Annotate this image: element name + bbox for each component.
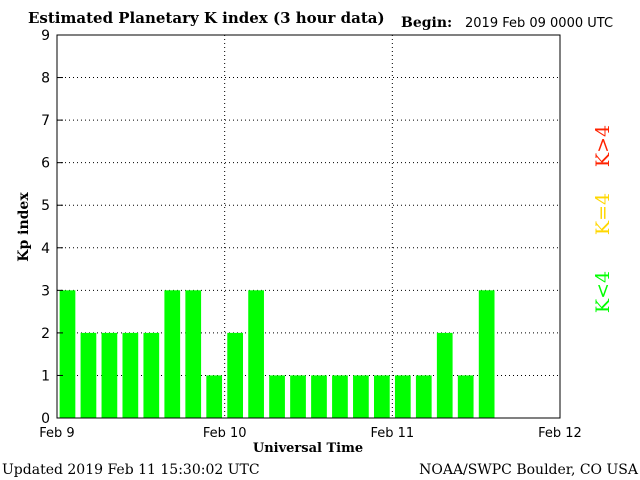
updated-timestamp: Updated 2019 Feb 11 15:30:02 UTC xyxy=(2,462,260,478)
begin-label: Begin: xyxy=(401,15,452,31)
data-source: NOAA/SWPC Boulder, CO USA xyxy=(419,462,639,478)
x-tick-label: Feb 12 xyxy=(538,426,582,441)
kp-bar xyxy=(59,290,76,418)
y-tick-label: 5 xyxy=(41,198,50,214)
bars xyxy=(59,290,495,418)
y-tick-label: 2 xyxy=(41,326,50,342)
x-tick-labels: Feb 9 Feb 10 Feb 11 Feb 12 xyxy=(39,426,582,441)
kp-bar xyxy=(353,375,369,418)
kp-bar xyxy=(373,375,390,418)
legend-k-equal-4: K=4 xyxy=(592,193,614,235)
kp-bar xyxy=(290,375,306,418)
x-tick-label: Feb 9 xyxy=(39,426,74,441)
kp-bar xyxy=(311,375,327,418)
x-tick-label: Feb 11 xyxy=(370,426,414,441)
kp-bar xyxy=(332,375,348,418)
y-tick-label: 6 xyxy=(41,156,50,172)
kp-bar xyxy=(164,290,181,418)
kp-bar xyxy=(227,332,244,418)
plot-frame xyxy=(56,34,561,419)
y-tick-labels: 0 1 2 3 4 5 6 7 8 9 xyxy=(41,28,63,427)
y-tick-label: 7 xyxy=(41,113,50,129)
x-tick-label: Feb 10 xyxy=(203,426,247,441)
y-axis-label: Kp index xyxy=(16,192,32,262)
legend-k-less-4: K<4 xyxy=(592,271,614,313)
x-axis-label: Universal Time xyxy=(253,441,363,456)
kp-bar xyxy=(394,375,411,418)
legend-k-greater-4: K>4 xyxy=(592,125,614,167)
kp-bar xyxy=(457,375,474,418)
kp-bar xyxy=(185,290,202,418)
kp-bar xyxy=(80,332,97,418)
kp-bar xyxy=(415,375,432,418)
begin-value: 2019 Feb 09 0000 UTC xyxy=(465,16,613,31)
y-tick-label: 0 xyxy=(41,411,50,427)
y-tick-label: 8 xyxy=(41,71,50,87)
y-tick-label: 4 xyxy=(41,241,50,257)
y-tick-label: 9 xyxy=(41,28,50,44)
kp-bar xyxy=(269,375,285,418)
kp-bar xyxy=(122,332,139,418)
kp-bar xyxy=(206,375,223,418)
kp-bar xyxy=(478,290,495,418)
kp-bar xyxy=(248,290,264,418)
kp-bar xyxy=(436,332,453,418)
y-tick-label: 1 xyxy=(41,368,50,384)
kp-bar xyxy=(101,332,118,418)
y-tick-label: 3 xyxy=(41,283,50,299)
chart-title: Estimated Planetary K index (3 hour data… xyxy=(28,9,385,27)
kp-bar xyxy=(143,332,160,418)
